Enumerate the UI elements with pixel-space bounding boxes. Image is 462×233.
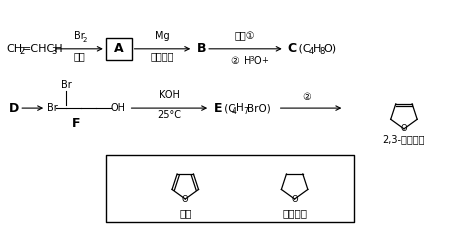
- Text: H: H: [236, 103, 244, 113]
- Bar: [106, 38, 132, 60]
- Text: BrO): BrO): [247, 103, 271, 113]
- Text: 高温: 高温: [73, 51, 85, 61]
- Text: H: H: [312, 44, 321, 54]
- Text: B: B: [197, 42, 207, 55]
- Text: H: H: [244, 56, 251, 66]
- Text: +: +: [261, 56, 267, 65]
- Text: (C: (C: [221, 103, 236, 113]
- Text: ②: ②: [230, 56, 239, 66]
- Text: D: D: [9, 102, 19, 115]
- Text: 4: 4: [232, 106, 237, 116]
- Text: OH: OH: [111, 103, 126, 113]
- Text: O: O: [292, 195, 298, 203]
- Text: 2: 2: [83, 37, 87, 43]
- Text: 无水乙醚: 无水乙醚: [151, 51, 174, 61]
- Text: 2,3-二氢呋喃: 2,3-二氢呋喃: [383, 134, 425, 144]
- Text: O): O): [323, 44, 336, 54]
- Text: O: O: [182, 195, 188, 203]
- Text: E: E: [214, 102, 223, 115]
- Text: CH: CH: [6, 44, 23, 54]
- Text: O: O: [254, 56, 261, 66]
- Text: 2: 2: [19, 47, 24, 56]
- Bar: [106, 154, 354, 222]
- Text: 呋喃: 呋喃: [179, 208, 192, 218]
- Text: C: C: [288, 42, 297, 55]
- Text: A: A: [114, 42, 123, 55]
- Text: 3: 3: [51, 47, 56, 56]
- Text: 4: 4: [309, 47, 314, 56]
- Text: Mg: Mg: [155, 31, 170, 41]
- Text: O: O: [401, 124, 407, 133]
- Text: 25°C: 25°C: [158, 110, 182, 120]
- Text: 3: 3: [250, 56, 255, 62]
- Text: Br: Br: [61, 80, 71, 90]
- Text: KOH: KOH: [159, 90, 180, 100]
- Text: ②: ②: [302, 92, 311, 102]
- Text: Br: Br: [47, 103, 58, 113]
- Text: =CHCH: =CHCH: [22, 44, 64, 54]
- Text: (C: (C: [295, 44, 310, 54]
- Text: 7: 7: [243, 106, 248, 116]
- Text: Br: Br: [73, 31, 84, 41]
- Text: 四氢呋喃: 四氢呋喃: [282, 208, 307, 218]
- Text: F: F: [72, 117, 80, 130]
- Text: 8: 8: [319, 47, 325, 56]
- Text: 试剂①: 试剂①: [235, 31, 255, 41]
